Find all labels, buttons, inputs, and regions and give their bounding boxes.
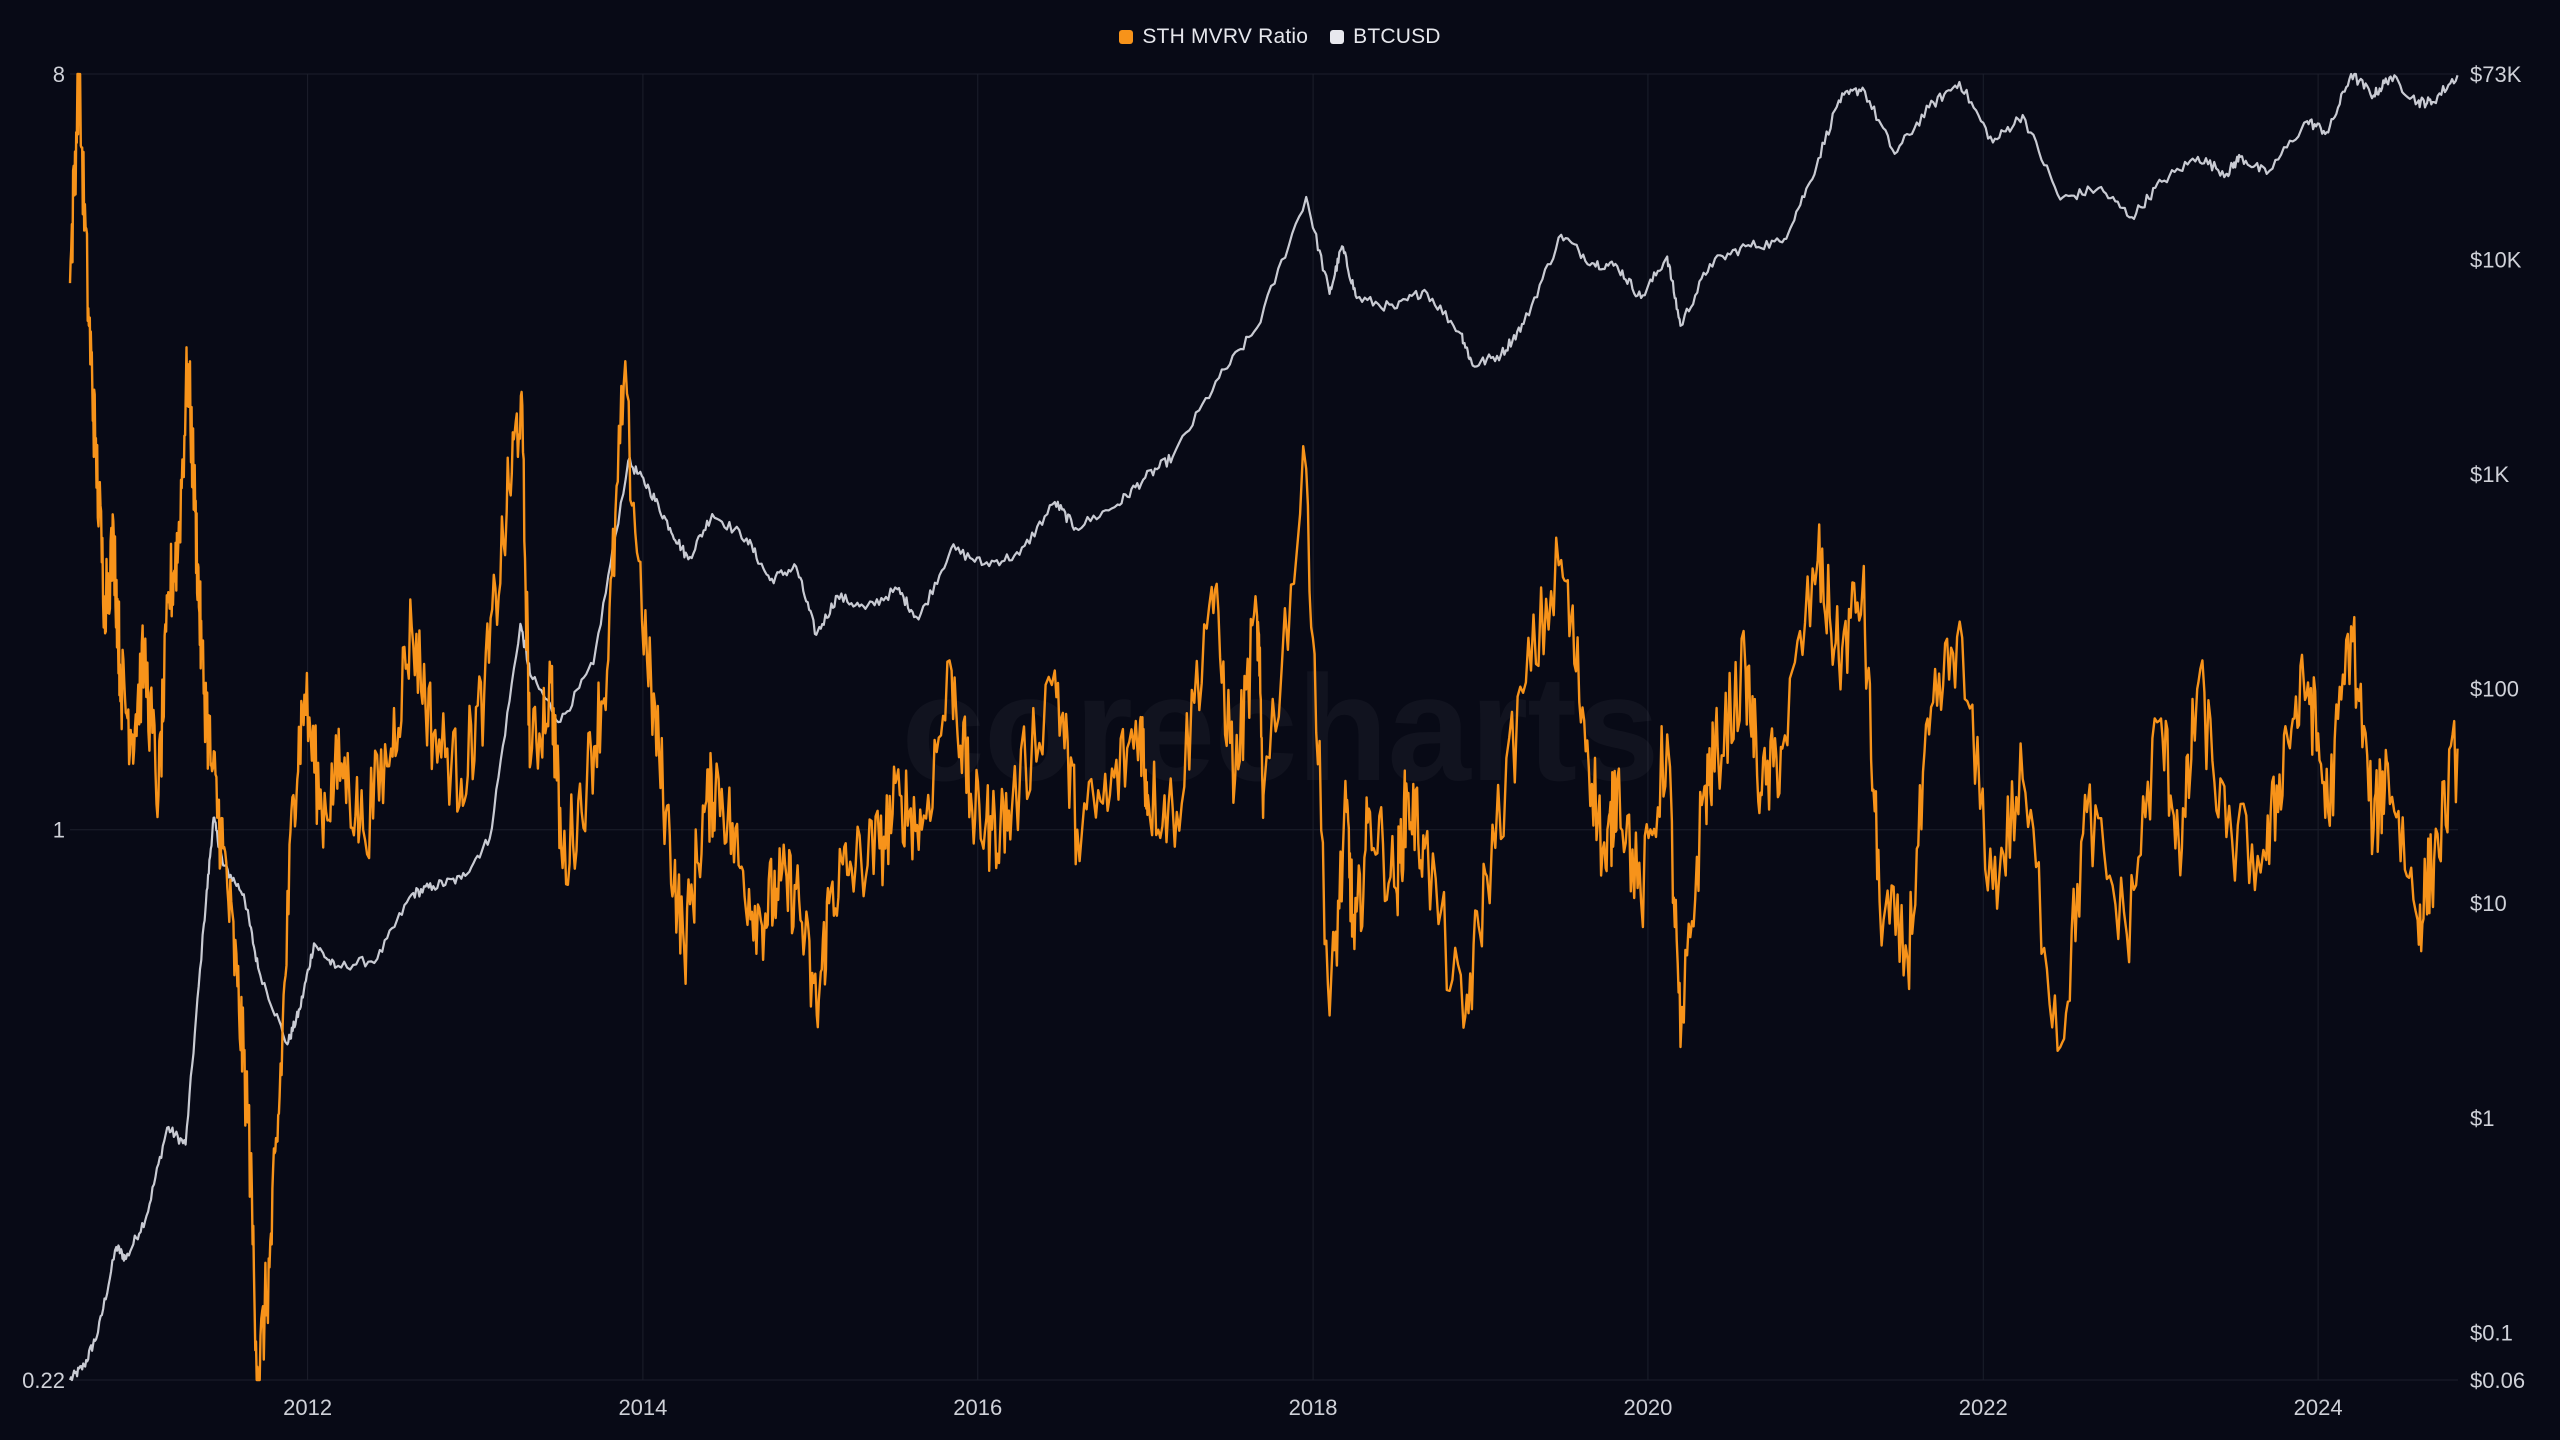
right-tick-label: $73K (2470, 62, 2522, 87)
legend-item-btcusd[interactable]: BTCUSD (1330, 25, 1441, 49)
right-tick-label: $1 (2470, 1106, 2494, 1131)
right-tick-label: $0.06 (2470, 1368, 2525, 1393)
series-line-sth-mvrv (68, 72, 2459, 1382)
left-tick-label: 0.22 (22, 1368, 65, 1393)
grid-layer (70, 73, 2458, 1381)
right-tick-label: $100 (2470, 677, 2519, 702)
x-tick-label: 2018 (1289, 1395, 1338, 1420)
legend-swatch-sth-mvrv (1119, 30, 1134, 44)
chart-legend: STH MVRV Ratio BTCUSD (0, 22, 2560, 52)
right-axis-ticks: $73K $10K $1K $100 $10 $1 $0.1 $0.06 (2470, 62, 2525, 1393)
series-line-btcusd (68, 72, 2459, 1382)
right-tick-label: $0.1 (2470, 1320, 2513, 1345)
series-layer (68, 72, 2459, 1382)
x-tick-label: 2020 (1623, 1395, 1672, 1420)
legend-swatch-btcusd (1330, 30, 1345, 44)
left-tick-label: 8 (53, 62, 65, 87)
right-tick-label: $10K (2470, 247, 2522, 272)
x-tick-label: 2012 (283, 1395, 332, 1420)
x-tick-label: 2022 (1959, 1395, 2008, 1420)
legend-item-sth-mvrv[interactable]: STH MVRV Ratio (1119, 25, 1308, 49)
x-tick-label: 2024 (2294, 1395, 2343, 1420)
x-tick-label: 2016 (953, 1395, 1002, 1420)
left-tick-label: 1 (53, 818, 65, 843)
right-tick-label: $10 (2470, 891, 2507, 916)
x-axis-ticks: 2012 2014 2016 2018 2020 2022 2024 (283, 1395, 2342, 1420)
left-axis-ticks: 810.22 (22, 62, 65, 1393)
legend-label-sth-mvrv: STH MVRV Ratio (1142, 25, 1309, 48)
right-tick-label: $1K (2470, 462, 2509, 487)
legend-label-btcusd: BTCUSD (1353, 25, 1441, 48)
x-tick-label: 2014 (618, 1395, 667, 1420)
